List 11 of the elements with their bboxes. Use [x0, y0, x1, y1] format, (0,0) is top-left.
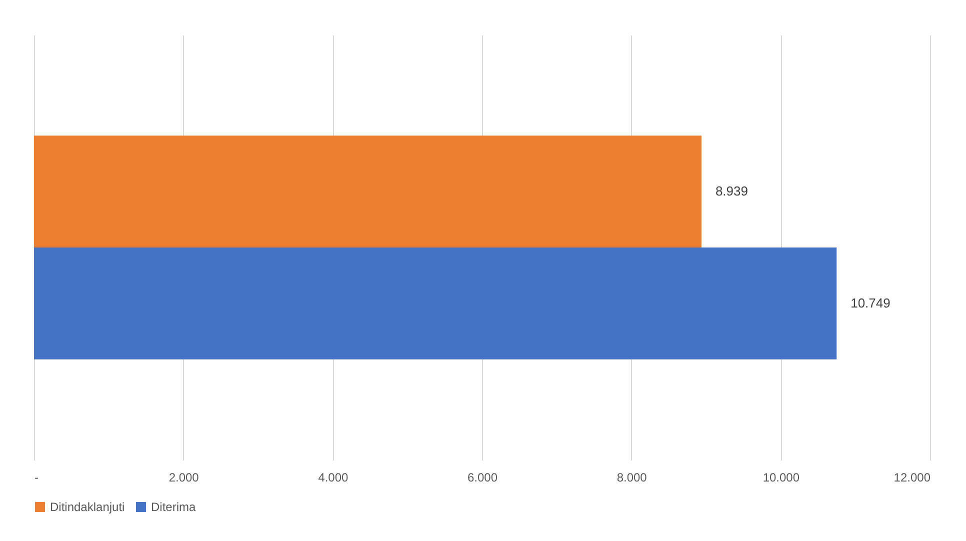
data-label: 8.939	[715, 184, 748, 199]
x-tick-label: 10.000	[762, 470, 800, 484]
data-label: 10.749	[850, 295, 890, 310]
x-tick-label: 2.000	[168, 470, 200, 484]
x-tick-label: 8.000	[616, 470, 648, 484]
x-tick-label: -	[34, 470, 38, 484]
legend-label: Ditindaklanjuti	[50, 500, 125, 514]
legend-label: Diterima	[151, 500, 196, 514]
x-tick-label: 12.000	[894, 470, 931, 484]
x-tick-label: 4.000	[318, 470, 349, 484]
x-tick-label: 6.000	[467, 470, 498, 484]
